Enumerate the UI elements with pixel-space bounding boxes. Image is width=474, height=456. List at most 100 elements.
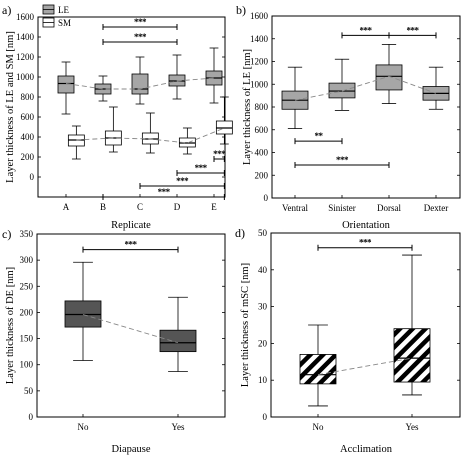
panel-4: d) 0 10 20 30 40 50 No Yes Acclimation Layer thick…	[235, 226, 461, 455]
y-tick-label: 400	[21, 132, 35, 142]
significance-label: ***	[158, 187, 171, 197]
y-tick-label: 600	[255, 125, 269, 135]
y-tick-label: 1200	[250, 57, 269, 67]
significance-bracket: **	[294, 131, 343, 145]
y-tick-label: 0	[29, 412, 34, 422]
box-SM-B	[104, 106, 122, 153]
iqr-box	[57, 75, 75, 94]
box-LE-Dexter	[422, 66, 450, 110]
y-tick-label: 20	[258, 338, 268, 348]
significance-label: ***	[176, 176, 189, 186]
significance-bracket: ***	[102, 32, 178, 45]
y-tick-label: 10	[258, 375, 268, 385]
x-tick-label: A	[63, 202, 70, 212]
significance-bracket: ***	[213, 149, 227, 162]
panel-letter: d)	[235, 226, 245, 240]
median-trend-DE	[82, 314, 179, 344]
box-LE-A	[57, 61, 75, 115]
y-tick-label: 800	[255, 102, 269, 112]
box-SM-A	[67, 125, 85, 160]
x-tick-label: C	[137, 202, 143, 212]
legend-item-SM: SM	[42, 17, 71, 28]
box-LE-Sinister	[328, 58, 356, 111]
x-tick-label: No	[78, 422, 89, 432]
median-trend-SM	[76, 127, 225, 144]
y-tick-label: 100	[20, 360, 34, 370]
y-tick-label: 1000	[250, 79, 269, 89]
y-tick-label: 1600	[16, 12, 35, 22]
box-mSC-Yes	[393, 254, 431, 396]
x-axis-title: Orientation	[342, 220, 391, 231]
x-tick-label: Sinister	[328, 203, 356, 213]
box-LE-D	[168, 54, 186, 100]
x-axis-title: Replicate	[111, 220, 151, 231]
median-trend-LE	[294, 75, 437, 101]
y-tick-label: 0	[264, 193, 269, 203]
y-tick-label: 1600	[250, 11, 269, 21]
significance-label: ***	[134, 17, 147, 27]
y-tick-label: 800	[21, 92, 35, 102]
significance-bracket: ***	[317, 238, 413, 251]
x-axis-title: Acclimation	[340, 444, 393, 455]
x-tick-label: D	[174, 202, 181, 212]
y-tick-label: 1200	[16, 52, 35, 62]
box-SM-E	[215, 96, 233, 145]
y-tick-label: 200	[255, 170, 269, 180]
box-LE-B	[94, 75, 112, 102]
box-LE-Dorsal	[375, 44, 403, 104]
y-tick-label: 50	[258, 228, 268, 238]
legend-label: LE	[58, 5, 69, 15]
x-tick-label: Dorsal	[377, 203, 401, 213]
y-tick-label: 600	[21, 112, 35, 122]
box-DE-Yes	[159, 296, 197, 372]
y-tick-label: 0	[30, 172, 35, 182]
significance-label: ***	[360, 25, 373, 35]
legend-item-LE: LE	[42, 4, 69, 15]
significance-label: ***	[336, 155, 349, 165]
box-LE-Ventral	[281, 66, 309, 130]
y-axis-title: Layer thickness of DE [nm]	[5, 267, 16, 384]
y-tick-label: 30	[258, 302, 268, 312]
panel-2: b) 0 200 400 600 800 1000 1200 1400 1600 Ventral Si…	[236, 3, 461, 231]
y-tick-label: 1000	[16, 72, 35, 82]
y-tick-label: 400	[255, 148, 269, 158]
box-SM-C	[141, 112, 159, 154]
box-LE-C	[131, 56, 149, 105]
x-tick-label: B	[100, 202, 106, 212]
y-tick-label: 250	[20, 281, 34, 291]
iqr-box	[393, 328, 431, 383]
y-axis-title: Layer thickness of LE [nm]	[242, 49, 253, 165]
panel-1: a) 0 200 400 600 800 1000 1200 1400 1600 A B C D E Repl…	[2, 3, 233, 231]
significance-bracket: ***	[102, 187, 225, 200]
box-DE-No	[64, 261, 102, 361]
iqr-box	[299, 354, 337, 385]
y-tick-label: 40	[258, 265, 268, 275]
y-tick-label: 350	[20, 229, 34, 239]
x-tick-label: Ventral	[282, 203, 308, 213]
significance-bracket: ***	[294, 155, 390, 169]
box-LE-E	[205, 47, 223, 104]
y-tick-label: 300	[20, 255, 34, 265]
significance-label: ***	[359, 238, 372, 248]
significance-label: ***	[134, 32, 147, 42]
significance-bracket: ***	[388, 25, 437, 39]
y-tick-label: 1400	[250, 34, 269, 44]
significance-label: ***	[213, 149, 226, 159]
x-tick-label: Yes	[405, 422, 419, 432]
significance-bracket: ***	[82, 240, 179, 253]
panel-letter: b)	[236, 3, 246, 17]
significance-bracket: ***	[102, 17, 178, 30]
significance-bracket: ***	[176, 163, 225, 176]
y-axis-title: Layer thickness of LE and SM [nm]	[5, 31, 16, 183]
y-tick-label: 50	[24, 386, 34, 396]
x-axis-title: Diapause	[111, 444, 150, 455]
panel-letter: c)	[2, 227, 11, 241]
significance-label: ***	[195, 163, 208, 173]
y-axis-title: Layer thickness of mSC [nm]	[240, 263, 251, 387]
y-tick-label: 200	[21, 152, 35, 162]
significance-label: ***	[125, 240, 138, 250]
significance-label: **	[315, 131, 324, 141]
panel-3: c) 0 50 100 150 200 250 300 350 No Yes Diapause Laye…	[2, 227, 226, 455]
median-trend-LE	[65, 77, 215, 90]
